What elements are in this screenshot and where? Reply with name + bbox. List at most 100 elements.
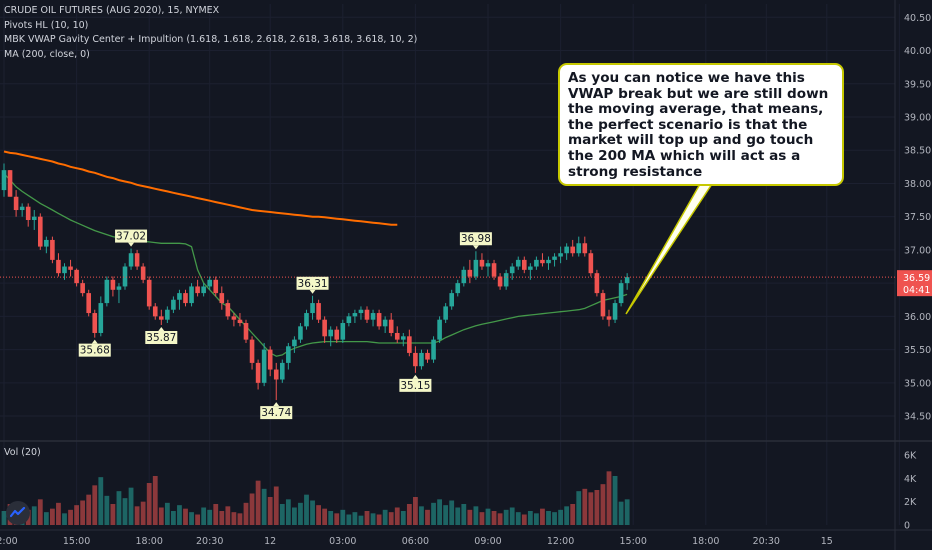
volume-bar bbox=[534, 513, 539, 525]
candle-body bbox=[534, 259, 539, 267]
candle-body bbox=[213, 279, 219, 294]
candle-body bbox=[310, 303, 315, 314]
candle-body bbox=[44, 239, 49, 247]
candle-body bbox=[50, 239, 55, 260]
volume-tick-label: 0 bbox=[904, 521, 910, 532]
volume-label[interactable]: Vol (20) bbox=[4, 447, 41, 458]
candle bbox=[316, 299, 321, 324]
candle bbox=[461, 266, 467, 287]
tradingview-logo-icon[interactable] bbox=[6, 501, 30, 525]
candle-body bbox=[467, 269, 473, 277]
price-tick-label: 40.50 bbox=[904, 13, 931, 24]
candle bbox=[334, 326, 340, 343]
pivot-label-text: 36.31 bbox=[298, 278, 328, 290]
candle bbox=[189, 283, 194, 307]
indicator-vwap-label[interactable]: MBK VWAP Gavity Center + Impultion (1.61… bbox=[4, 34, 418, 45]
pivot-pointer bbox=[128, 242, 135, 247]
volume-bar bbox=[255, 480, 261, 525]
time-tick-label: 15 bbox=[821, 536, 833, 547]
current-price-value: 36.59 bbox=[903, 273, 930, 284]
annotation-callout[interactable]: As you can notice we have this VWAP brea… bbox=[558, 63, 844, 186]
candle bbox=[310, 295, 315, 320]
candle bbox=[376, 309, 382, 330]
candle-body bbox=[249, 339, 255, 363]
volume-bar bbox=[158, 507, 164, 525]
candle bbox=[455, 279, 461, 297]
candle-body bbox=[177, 293, 182, 300]
volume-bar bbox=[455, 507, 461, 525]
volume-bar bbox=[267, 497, 273, 525]
candle bbox=[358, 306, 364, 320]
pivot-label-text: 35.15 bbox=[400, 380, 430, 392]
volume-tick-label: 4K bbox=[904, 474, 917, 485]
volume-bar bbox=[134, 506, 140, 525]
candle-body bbox=[449, 293, 454, 307]
price-tick-label: 35.50 bbox=[904, 345, 931, 356]
volume-bar bbox=[400, 511, 406, 525]
candle bbox=[298, 323, 303, 343]
pivot-label-text: 37.02 bbox=[116, 231, 146, 243]
candle bbox=[38, 213, 43, 250]
candle bbox=[128, 248, 134, 270]
volume-bar bbox=[122, 498, 128, 525]
price-tick-label: 37.50 bbox=[904, 212, 931, 223]
candle-body bbox=[419, 352, 424, 367]
pivot-label-box bbox=[145, 331, 178, 345]
candle bbox=[140, 263, 146, 284]
volume-bar bbox=[292, 507, 297, 525]
symbol-title[interactable]: CRUDE OIL FUTURES (AUG 2020), 15, NYMEX bbox=[4, 5, 220, 16]
volume-bar bbox=[328, 511, 334, 525]
candle-body bbox=[346, 316, 352, 324]
volume-bar bbox=[612, 476, 618, 525]
volume-bar bbox=[334, 513, 340, 525]
volume-bar bbox=[449, 500, 455, 525]
candle bbox=[225, 299, 231, 320]
candle-body bbox=[68, 266, 73, 270]
candle bbox=[44, 236, 49, 254]
pivot-label: 35.68 bbox=[78, 339, 111, 357]
candle bbox=[382, 316, 388, 333]
volume-bar bbox=[376, 514, 382, 525]
volume-bar bbox=[558, 509, 563, 525]
pivot-label: 35.87 bbox=[145, 327, 178, 345]
candle-body bbox=[558, 253, 563, 257]
candle bbox=[68, 259, 73, 277]
volume-bar bbox=[43, 512, 49, 525]
volume-bar bbox=[68, 509, 73, 525]
candle-body bbox=[86, 293, 91, 314]
candle-body bbox=[515, 259, 521, 267]
candle-body bbox=[497, 276, 503, 287]
volume-bar bbox=[352, 512, 358, 525]
volume-bar bbox=[600, 484, 606, 525]
candle-body bbox=[491, 263, 497, 277]
pivot-pointer bbox=[273, 402, 280, 407]
volume-bar bbox=[388, 512, 394, 525]
candle-body bbox=[80, 283, 85, 294]
candle bbox=[86, 289, 91, 317]
candle-body bbox=[237, 319, 243, 324]
volume-bar bbox=[237, 513, 243, 525]
indicator-ma-label[interactable]: MA (200, close, 0) bbox=[4, 48, 90, 60]
volume-bar bbox=[461, 504, 467, 525]
candle bbox=[491, 259, 497, 280]
candle-body bbox=[225, 303, 231, 317]
candle bbox=[431, 336, 436, 363]
candle-body bbox=[588, 253, 594, 274]
volume-tick-label: 6K bbox=[904, 451, 917, 462]
candle-body bbox=[461, 269, 467, 284]
candle-body bbox=[540, 259, 545, 264]
candle bbox=[582, 236, 588, 257]
volume-bar bbox=[62, 513, 67, 525]
candle-body bbox=[19, 206, 25, 211]
grid-lines bbox=[0, 4, 900, 525]
candle-body bbox=[473, 259, 479, 277]
candle bbox=[503, 269, 509, 290]
pivot-pointer bbox=[91, 339, 98, 344]
time-axis: 12:00 15:00 18:00 20:30 12 03:00 06:00 09:00 12:… bbox=[0, 536, 833, 547]
candle-body bbox=[364, 309, 370, 320]
countdown-value: 04:41 bbox=[903, 285, 930, 296]
candle-body bbox=[576, 243, 582, 254]
indicator-pivots-label[interactable]: Pivots HL (10, 10) bbox=[4, 19, 89, 31]
